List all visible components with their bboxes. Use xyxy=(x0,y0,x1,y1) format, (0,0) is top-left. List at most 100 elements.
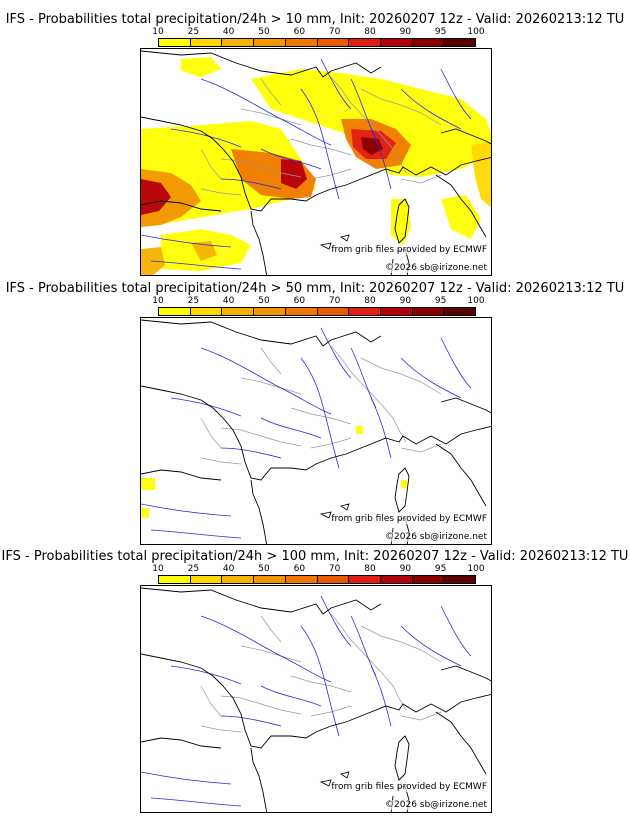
precipitation-area xyxy=(181,57,221,77)
colorbar-tick-label: 40 xyxy=(222,564,235,574)
colorbar-tick-label: 25 xyxy=(187,296,200,306)
colorbar-tick-label: 90 xyxy=(399,27,412,37)
colorbar-segment xyxy=(380,308,413,315)
colorbar-tick-label: 95 xyxy=(434,27,447,37)
colorbar-segment xyxy=(380,39,413,46)
map-graphic xyxy=(141,319,491,544)
coastline-south xyxy=(141,737,268,812)
colorbar-segment xyxy=(285,308,318,315)
precipitation-area xyxy=(141,179,171,215)
precipitation-area xyxy=(141,508,149,518)
panel-title: IFS - Probabilities total precipitation/… xyxy=(1,549,629,564)
colorbar xyxy=(158,575,476,584)
colorbar-labels: 10 25 40 50 60 70 80 90 95 100 xyxy=(152,564,484,575)
colorbar xyxy=(158,307,476,316)
colorbar-labels: 10 25 40 50 60 70 80 90 95 100 xyxy=(152,296,484,307)
map-graphic xyxy=(141,50,491,275)
precipitation-map[interactable]: from grib files provided by ECMWF ©2026 … xyxy=(140,317,492,545)
colorbar-tick-label: 40 xyxy=(222,296,235,306)
colorbar-segment xyxy=(159,576,191,583)
islands-outline xyxy=(319,771,350,787)
coastline-south xyxy=(141,200,268,275)
colorbar-tick-label: 100 xyxy=(467,564,485,574)
precipitation-area xyxy=(191,241,217,261)
colorbar-tick-label: 90 xyxy=(399,296,412,306)
coastline xyxy=(141,319,491,481)
colorbar-tick-label: 95 xyxy=(434,564,447,574)
colorbar-tick-label: 80 xyxy=(364,296,376,306)
colorbar-segment xyxy=(412,39,445,46)
panel-title: IFS - Probabilities total precipitation/… xyxy=(5,12,625,27)
colorbar-tick-label: 60 xyxy=(293,27,306,37)
map-panel-10mm: IFS - Probabilities total precipitation/… xyxy=(0,12,630,282)
rivers xyxy=(141,595,472,807)
region-borders xyxy=(200,76,442,196)
precipitation-map[interactable]: from grib files provided by ECMWF ©2026 … xyxy=(140,585,492,813)
colorbar-tick-label: 100 xyxy=(467,296,485,306)
copyright-credit: ©2026 sb@irizone.net xyxy=(385,800,487,810)
colorbar-segment xyxy=(285,576,318,583)
colorbar-tick-label: 60 xyxy=(293,564,306,574)
colorbar-tick-label: 60 xyxy=(293,296,306,306)
colorbar-tick-label: 50 xyxy=(258,27,270,37)
colorbar-tick-label: 40 xyxy=(222,27,235,37)
coastline-italy xyxy=(435,665,491,775)
precipitation-area xyxy=(356,426,363,434)
colorbar-segment xyxy=(285,39,318,46)
colorbar-segment xyxy=(190,576,223,583)
precipitation-area xyxy=(141,478,155,490)
colorbar-tick-label: 90 xyxy=(399,564,412,574)
colorbar-tick-label: 50 xyxy=(258,296,270,306)
coastline xyxy=(141,587,491,749)
colorbar-segment xyxy=(254,308,286,315)
data-source-credit: from grib files provided by ECMWF xyxy=(331,245,487,255)
colorbar-segment xyxy=(254,39,286,46)
colorbar-tick-label: 10 xyxy=(152,296,164,306)
colorbar-tick-label: 70 xyxy=(328,564,341,574)
coastline-south xyxy=(141,469,268,544)
islands-outline xyxy=(319,503,350,519)
colorbar-segment xyxy=(317,39,350,46)
islands-outline xyxy=(319,234,350,250)
colorbar-segment xyxy=(159,308,191,315)
coastline xyxy=(141,50,491,212)
colorbar-segment xyxy=(444,308,476,315)
precipitation-area xyxy=(471,141,491,208)
colorbar-segment xyxy=(222,308,255,315)
region-borders xyxy=(200,613,442,733)
colorbar-segment xyxy=(444,39,476,46)
precipitation-area xyxy=(441,195,481,239)
copyright-credit: ©2026 sb@irizone.net xyxy=(385,532,487,542)
colorbar-segment xyxy=(317,576,350,583)
colorbar-tick-label: 10 xyxy=(152,27,164,37)
map-panel-100mm: IFS - Probabilities total precipitation/… xyxy=(0,549,630,819)
colorbar-segment xyxy=(222,39,255,46)
colorbar-labels: 10 25 40 50 60 70 80 90 95 100 xyxy=(152,27,484,38)
colorbar-segment xyxy=(254,576,286,583)
colorbar-segment xyxy=(349,39,381,46)
corsica-outline xyxy=(394,735,410,781)
colorbar-tick-label: 25 xyxy=(187,564,200,574)
copyright-credit: ©2026 sb@irizone.net xyxy=(385,263,487,273)
colorbar-segment xyxy=(222,576,255,583)
map-graphic xyxy=(141,587,491,812)
colorbar-segment xyxy=(317,308,350,315)
colorbar-segment xyxy=(190,308,223,315)
map-panel-50mm: IFS - Probabilities total precipitation/… xyxy=(0,281,630,551)
colorbar-tick-label: 70 xyxy=(328,27,341,37)
colorbar-tick-label: 50 xyxy=(258,564,270,574)
colorbar-segment xyxy=(412,576,445,583)
colorbar-segment xyxy=(349,576,381,583)
corsica-outline xyxy=(394,467,410,513)
panel-title: IFS - Probabilities total precipitation/… xyxy=(5,281,625,296)
precipitation-area xyxy=(401,480,407,488)
colorbar-tick-label: 80 xyxy=(364,27,376,37)
colorbar-tick-label: 70 xyxy=(328,296,341,306)
colorbar-segment xyxy=(159,39,191,46)
colorbar-segment xyxy=(412,308,445,315)
colorbar-tick-label: 100 xyxy=(467,27,485,37)
rivers xyxy=(141,327,472,539)
colorbar-tick-label: 10 xyxy=(152,564,164,574)
precipitation-area xyxy=(361,137,383,155)
precipitation-map[interactable]: from grib files provided by ECMWF ©2026 … xyxy=(140,48,492,276)
